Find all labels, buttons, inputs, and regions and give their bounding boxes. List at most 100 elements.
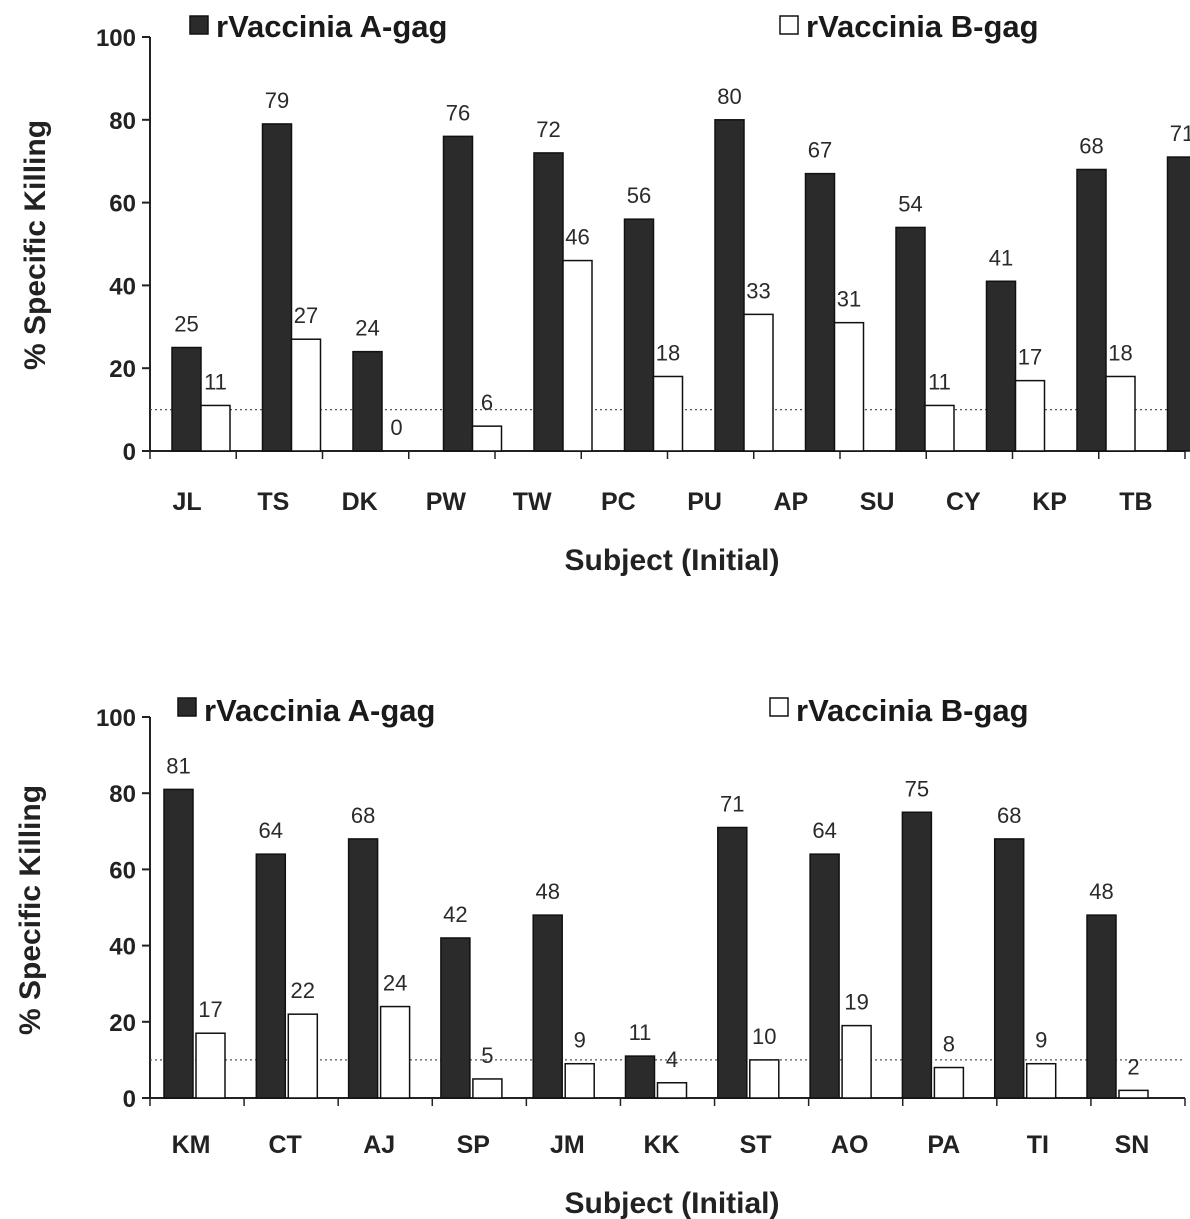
c0-value-label-a-AP: 67 xyxy=(808,138,832,163)
c1-value-label-a-AJ: 68 xyxy=(351,803,375,828)
c1-value-label-b-KK: 4 xyxy=(666,1047,678,1072)
c0-value-label-b-PW: 6 xyxy=(481,390,493,415)
c0-x-tick-label-TW: TW xyxy=(513,488,552,516)
c0-legend-label-0: rVaccinia A-gag xyxy=(216,9,447,44)
c1-bar-a-AO xyxy=(809,853,840,1099)
c0-y-tick-label-1: 20 xyxy=(109,356,136,383)
c1-bar-b-ST xyxy=(749,1059,780,1099)
c1-value-label-b-SP: 5 xyxy=(481,1043,493,1068)
c1-bar-a-PA xyxy=(901,811,933,1099)
c0-bar-a-TB xyxy=(1166,156,1190,452)
c0-value-label-a-CY: 41 xyxy=(989,245,1013,270)
c0-value-label-b-KP: 18 xyxy=(1108,340,1132,365)
c0-value-label-a-TB: 71 xyxy=(1170,121,1190,146)
c0-x-tick-label-KP: KP xyxy=(1032,488,1067,516)
c0-value-label-b-PC: 18 xyxy=(656,340,680,365)
c1-bar-a-ST xyxy=(717,826,748,1099)
c1-value-label-a-SN: 48 xyxy=(1089,879,1113,904)
c0-bar-a-PU xyxy=(714,119,745,452)
c0-y-tick-label-3: 60 xyxy=(109,191,136,218)
c0-x-tick-label-DK: DK xyxy=(342,488,378,516)
c0-bar-b-PW xyxy=(471,425,503,452)
c1-value-label-a-KK: 11 xyxy=(629,1020,652,1045)
bar-chart-bottom: rVaccinia A-gag rVaccinia B-gag 0 20 40 60 80 1… xyxy=(14,693,1186,1219)
c1-bar-a-KK xyxy=(624,1055,656,1099)
c1-value-label-a-SP: 42 xyxy=(443,902,467,927)
c1-value-label-a-KM: 81 xyxy=(166,753,190,778)
c0-bar-a-PW xyxy=(442,135,474,452)
c1-value-label-a-AO: 64 xyxy=(812,818,836,843)
c1-value-label-b-PA: 8 xyxy=(943,1032,955,1057)
c0-bar-a-KP xyxy=(1076,168,1107,452)
c0-x-tick-label-TB: TB xyxy=(1119,488,1152,516)
c1-bar-b-KM xyxy=(195,1032,226,1099)
c1-bar-b-SP xyxy=(472,1078,503,1099)
c1-bar-b-KK xyxy=(656,1082,688,1099)
c1-value-label-a-JM: 48 xyxy=(535,879,559,904)
c1-bar-a-SN xyxy=(1086,914,1117,1099)
c1-bar-a-CT xyxy=(255,853,287,1099)
c1-value-label-b-AO: 19 xyxy=(844,990,868,1015)
c1-value-label-a-CT: 64 xyxy=(259,818,283,843)
c1-bar-b-JM xyxy=(564,1062,595,1099)
c0-bar-a-CY xyxy=(985,280,1017,452)
c0-y-axis-title: % Specific Killing xyxy=(19,120,52,370)
c0-legend-swatch-1 xyxy=(779,15,799,35)
c0-x-tick-label-AP: AP xyxy=(774,488,809,516)
c1-x-tick-label-SP: SP xyxy=(457,1131,490,1159)
c1-bar-a-SP xyxy=(440,937,471,1099)
c1-bar-a-TI xyxy=(993,838,1025,1099)
c1-x-tick-label-AO: AO xyxy=(831,1131,869,1159)
c0-x-tick-label-PW: PW xyxy=(426,488,467,516)
c0-bar-a-TS xyxy=(261,123,293,452)
c1-bar-b-AJ xyxy=(379,1005,411,1099)
c0-bar-a-TW xyxy=(533,152,564,452)
c1-value-label-b-CT: 22 xyxy=(291,978,315,1003)
c0-value-label-b-TW: 46 xyxy=(565,225,589,250)
c1-bar-b-PA xyxy=(933,1066,965,1099)
c1-value-label-b-TI: 9 xyxy=(1035,1028,1047,1053)
c1-x-tick-label-AJ: AJ xyxy=(363,1131,395,1159)
c0-bar-a-DK xyxy=(352,350,383,452)
c0-x-tick-label-SU: SU xyxy=(860,488,895,516)
c1-x-tick-label-SN: SN xyxy=(1115,1131,1150,1159)
c0-bar-a-SU xyxy=(895,226,926,452)
c1-bar-a-JM xyxy=(532,914,563,1099)
c1-bar-b-AO xyxy=(841,1024,872,1099)
c1-legend-label-0: rVaccinia A-gag xyxy=(204,693,435,728)
c1-x-tick-label-TI: TI xyxy=(1027,1131,1049,1159)
c0-value-label-a-SU: 54 xyxy=(898,191,922,216)
c0-value-label-a-PW: 76 xyxy=(446,100,470,125)
c0-bar-b-PC xyxy=(652,375,684,452)
c1-y-tick-label-4: 80 xyxy=(109,781,136,808)
c0-bar-b-TS xyxy=(290,338,322,452)
c0-x-tick-label-PU: PU xyxy=(687,488,722,516)
c0-bar-a-JL xyxy=(171,346,202,452)
c1-value-label-a-PA: 75 xyxy=(905,776,929,801)
c1-value-label-b-ST: 10 xyxy=(752,1024,776,1049)
c1-value-label-b-KM: 17 xyxy=(198,997,222,1022)
c0-value-label-b-SU: 11 xyxy=(928,369,951,394)
c0-value-label-a-TS: 79 xyxy=(265,88,289,113)
c0-bar-b-AP xyxy=(833,321,865,452)
c0-bar-b-JL xyxy=(200,404,231,452)
c0-value-label-a-PC: 56 xyxy=(627,183,651,208)
c0-legend-swatch-0 xyxy=(189,15,209,35)
c0-x-axis-title: Subject (Initial) xyxy=(564,544,779,577)
c1-x-axis-title: Subject (Initial) xyxy=(564,1187,779,1219)
c0-value-label-b-PU: 33 xyxy=(746,278,770,303)
c1-x-tick-label-JM: JM xyxy=(550,1131,585,1159)
c1-legend-swatch-0 xyxy=(177,697,197,717)
c0-bar-b-SU xyxy=(924,404,955,452)
c1-value-label-b-JM: 9 xyxy=(574,1028,586,1053)
c0-bar-a-PC xyxy=(623,218,655,452)
c0-value-label-a-KP: 68 xyxy=(1079,133,1103,158)
c0-value-label-a-TW: 72 xyxy=(536,117,560,142)
c1-y-tick-label-1: 20 xyxy=(109,1010,136,1037)
c1-y-tick-label-5: 100 xyxy=(96,705,136,732)
c0-value-label-b-CY: 17 xyxy=(1018,345,1042,370)
c0-bar-a-AP xyxy=(804,172,836,452)
c0-bar-b-KP xyxy=(1105,375,1136,452)
c1-y-axis-title: % Specific Killing xyxy=(14,785,47,1035)
c0-x-tick-label-CY: CY xyxy=(946,488,981,516)
